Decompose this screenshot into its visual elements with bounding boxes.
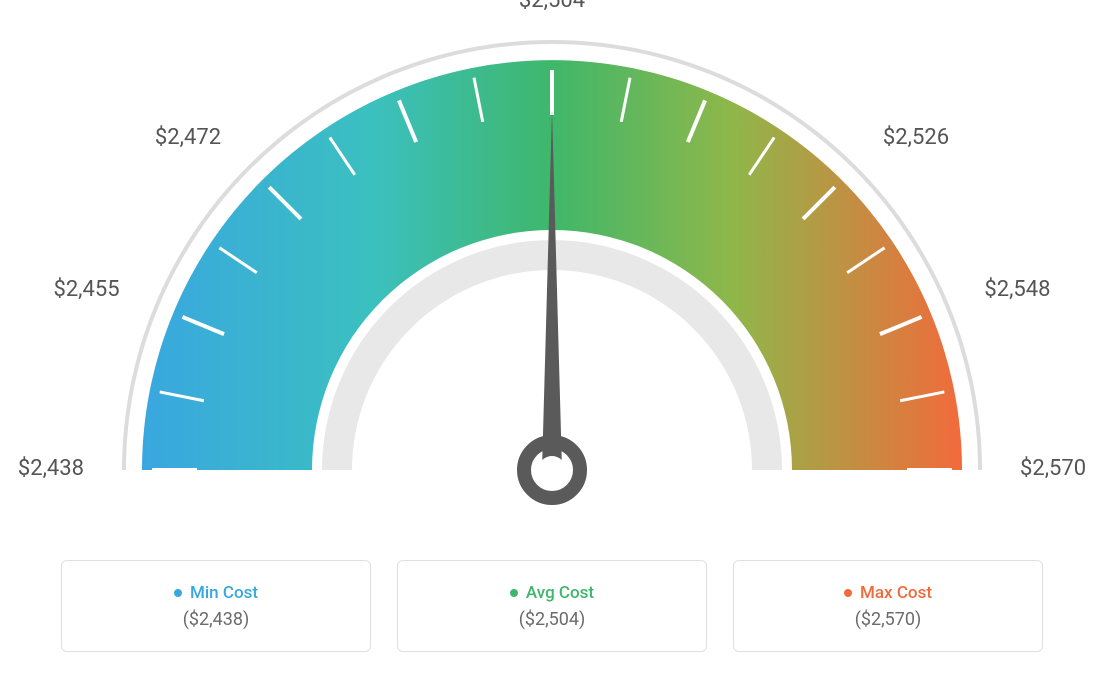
gauge-svg bbox=[0, 0, 1104, 560]
min-label: Min Cost bbox=[190, 583, 258, 603]
min-label-row: Min Cost bbox=[174, 583, 258, 603]
max-value: ($2,570) bbox=[855, 609, 922, 630]
min-value: ($2,438) bbox=[183, 609, 250, 630]
avg-value: ($2,504) bbox=[519, 609, 586, 630]
avg-cost-card: Avg Cost ($2,504) bbox=[397, 560, 707, 652]
gauge-tick-label: $2,548 bbox=[984, 277, 1050, 302]
avg-dot-icon bbox=[510, 589, 518, 597]
max-label: Max Cost bbox=[860, 583, 932, 603]
max-cost-card: Max Cost ($2,570) bbox=[733, 560, 1043, 652]
gauge-tick-label: $2,526 bbox=[883, 125, 949, 150]
gauge-tick-label: $2,438 bbox=[4, 456, 84, 481]
gauge-chart: $2,438 $2,455 $2,472 $2,504 $2,526 $2,548 $2,5… bbox=[0, 0, 1104, 560]
cost-cards: Min Cost ($2,438) Avg Cost ($2,504) Max … bbox=[0, 560, 1104, 652]
min-dot-icon bbox=[174, 589, 182, 597]
gauge-tick-label: $2,472 bbox=[141, 125, 221, 150]
gauge-tick-label: $2,504 bbox=[512, 0, 592, 13]
avg-label-row: Avg Cost bbox=[510, 583, 594, 603]
gauge-tick-label: $2,570 bbox=[1020, 456, 1086, 481]
avg-label: Avg Cost bbox=[526, 583, 594, 603]
min-cost-card: Min Cost ($2,438) bbox=[61, 560, 371, 652]
max-label-row: Max Cost bbox=[844, 583, 932, 603]
max-dot-icon bbox=[844, 589, 852, 597]
gauge-tick-label: $2,455 bbox=[40, 277, 120, 302]
